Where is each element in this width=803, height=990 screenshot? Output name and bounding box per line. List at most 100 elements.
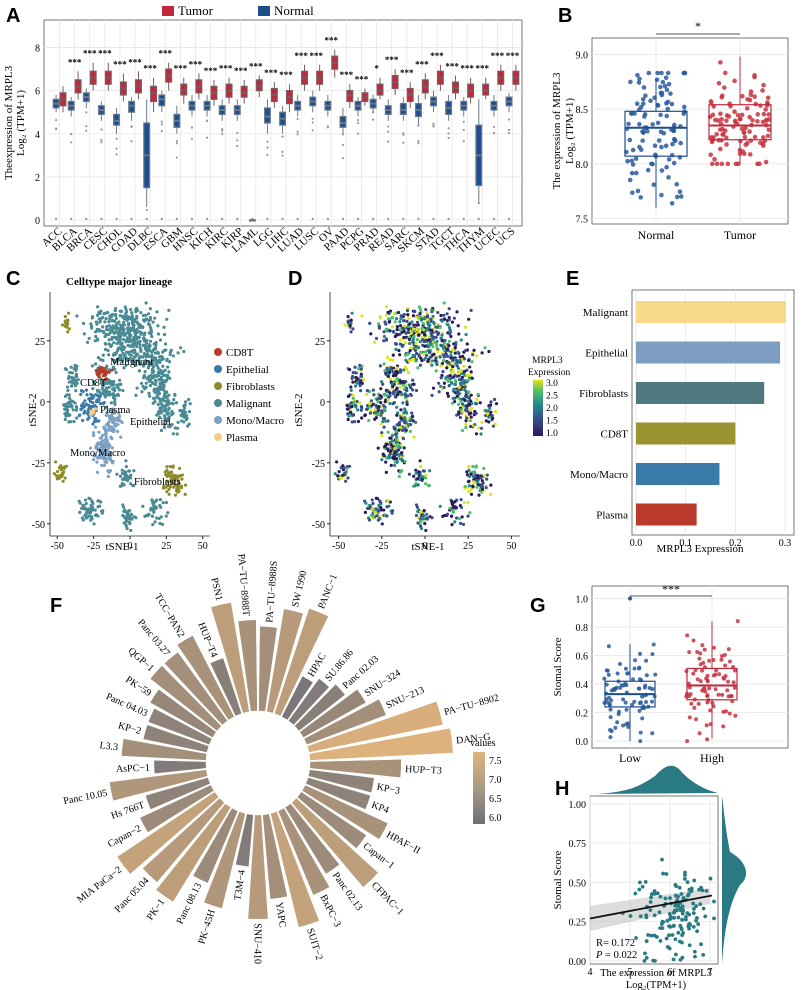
cell-point (428, 361, 432, 365)
data-point-g (727, 711, 732, 716)
cell-point (117, 346, 121, 350)
cell-point (156, 392, 160, 396)
data-point-b (752, 134, 758, 140)
cell-point (128, 522, 132, 526)
cell-point (107, 385, 111, 389)
bar-PK−1 (155, 803, 232, 903)
cell-point (410, 418, 414, 422)
cell-point (94, 407, 98, 411)
cell-point (100, 387, 104, 391)
cell-point (384, 470, 388, 474)
cell-point (128, 316, 132, 320)
data-point-h (677, 885, 682, 890)
cell-point (108, 451, 112, 455)
cell-point (397, 390, 401, 394)
data-point-b (740, 93, 745, 99)
cell-point (469, 487, 473, 491)
outlier-point (462, 120, 465, 123)
bar-T3M−4 (235, 813, 254, 868)
data-point-h (660, 857, 664, 862)
data-point-g (636, 666, 641, 671)
cell-point (396, 442, 400, 447)
data-point-g (692, 705, 697, 710)
colorbar-d (533, 380, 543, 436)
cell-point (382, 334, 386, 339)
cluster-annotation-c: Plasma (100, 405, 131, 416)
data-point-g (733, 713, 738, 718)
tumor-box-PAAD-box (346, 90, 354, 103)
ytick-label-h: 0.00 (569, 957, 587, 968)
bar-AsPC−1 (153, 760, 207, 774)
cell-point (162, 484, 166, 489)
cell-point (83, 498, 88, 502)
cell-point (468, 408, 472, 412)
cell-point (349, 330, 353, 334)
cell-point (73, 363, 77, 368)
cell-point (390, 433, 395, 437)
cell-point (417, 315, 422, 320)
data-point-g (616, 709, 621, 714)
legend-dot-c (214, 433, 222, 441)
cell-point (464, 425, 468, 430)
ytick-label-h: 0.25 (569, 918, 587, 929)
xtick-label: -25 (375, 541, 388, 552)
cell-point (480, 487, 485, 491)
cell-point (399, 451, 404, 455)
cell-point (450, 401, 455, 405)
cell-point (134, 308, 138, 312)
cell-point (122, 338, 126, 342)
cell-point (103, 432, 107, 436)
cell-point (452, 387, 456, 392)
cell-point (415, 477, 419, 481)
cell-point (402, 335, 406, 340)
cell-point (405, 389, 409, 393)
cell-point (104, 377, 109, 381)
cell-point (118, 314, 122, 318)
outlier-point (100, 138, 103, 142)
cell-point (446, 361, 450, 365)
data-point-b (735, 112, 741, 118)
legend-title-f: values (470, 738, 496, 749)
data-point-b (765, 133, 771, 139)
data-point-b (732, 118, 738, 124)
cell-point (458, 516, 462, 521)
cell-point (100, 511, 104, 515)
cell-point (440, 333, 444, 337)
cell-point (422, 509, 426, 513)
cell-point (96, 514, 100, 518)
cell-point (436, 331, 441, 335)
cell-point (180, 477, 184, 481)
cell-point (113, 389, 117, 393)
cell-point (137, 358, 141, 363)
cell-point (397, 348, 401, 353)
cell-point (411, 388, 415, 392)
signif-label-a: *** (294, 51, 308, 61)
cell-point (364, 392, 369, 396)
data-point-b (716, 80, 722, 86)
cell-point (156, 366, 160, 370)
cell-point (408, 429, 412, 433)
data-point-b (763, 107, 768, 112)
outlier-point (447, 136, 450, 140)
data-point-g (695, 677, 700, 682)
cell-point (461, 378, 465, 382)
cell-point (449, 350, 453, 354)
cell-point (67, 413, 71, 417)
cell-point (81, 418, 85, 423)
data-point-b (673, 138, 678, 144)
cell-point (150, 353, 154, 358)
cell-point (92, 522, 96, 526)
data-point-b (654, 77, 660, 83)
bar-Mono/Macro (636, 463, 720, 485)
cell-point (450, 523, 454, 527)
cell-point (382, 454, 386, 458)
cell-point (133, 317, 137, 321)
cell-point (395, 381, 399, 385)
plot-frame-g (591, 585, 789, 749)
cell-point (104, 460, 109, 465)
data-point-b (713, 117, 718, 123)
outlier-point (356, 217, 360, 221)
tumor-box-LAML-box (255, 79, 263, 92)
ytick-label: 0 (40, 398, 45, 409)
cell-point (177, 481, 181, 485)
